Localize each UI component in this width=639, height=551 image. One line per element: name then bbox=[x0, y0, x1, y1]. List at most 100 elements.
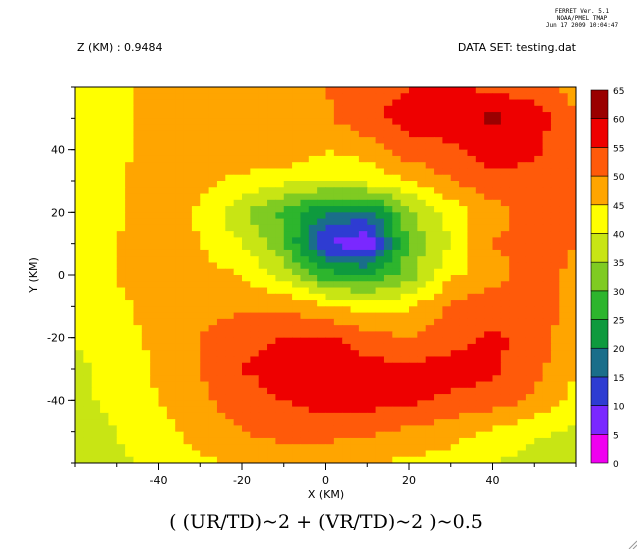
contour-cell bbox=[500, 375, 510, 383]
contour-cell bbox=[258, 199, 268, 207]
contour-cell bbox=[133, 293, 143, 301]
contour-cell bbox=[250, 237, 260, 245]
contour-cell bbox=[150, 306, 159, 314]
contour-cell bbox=[158, 118, 168, 126]
contour-cell bbox=[216, 87, 226, 94]
contour-cell bbox=[108, 406, 118, 414]
contour-cell bbox=[442, 356, 452, 364]
contour-cell bbox=[275, 362, 285, 370]
contour-cell bbox=[308, 174, 318, 182]
contour-cell bbox=[325, 224, 335, 232]
resize-grip-icon[interactable] bbox=[627, 539, 637, 549]
contour-cell bbox=[367, 168, 377, 176]
contour-cell bbox=[492, 118, 502, 126]
contour-cell bbox=[442, 112, 452, 119]
contour-cell bbox=[567, 337, 576, 345]
contour-cell bbox=[216, 412, 226, 420]
contour-cell bbox=[467, 406, 477, 414]
contour-cell bbox=[358, 331, 368, 339]
contour-cell bbox=[225, 362, 235, 370]
contour-cell bbox=[283, 318, 293, 326]
contour-cell bbox=[292, 343, 301, 351]
contour-cell bbox=[442, 218, 452, 226]
contour-cell bbox=[191, 456, 201, 463]
contour-cell bbox=[450, 187, 460, 195]
contour-cell bbox=[467, 437, 477, 445]
contour-cell bbox=[484, 375, 493, 383]
contour-cell bbox=[409, 174, 418, 182]
contour-cell bbox=[208, 293, 218, 301]
contour-cell bbox=[208, 375, 218, 383]
contour-cell bbox=[275, 456, 285, 463]
contour-cell bbox=[434, 99, 443, 107]
contour-cell bbox=[484, 124, 493, 132]
contour-cell bbox=[166, 331, 176, 339]
contour-cell bbox=[350, 281, 360, 289]
contour-cell bbox=[509, 444, 519, 451]
contour-cell bbox=[250, 187, 260, 195]
contour-cell bbox=[300, 262, 310, 270]
contour-cell bbox=[559, 218, 569, 226]
contour-cell bbox=[417, 412, 427, 420]
contour-cell bbox=[208, 362, 218, 370]
contour-cell bbox=[484, 193, 493, 201]
contour-cell bbox=[559, 425, 569, 433]
contour-cell bbox=[233, 375, 243, 383]
contour-cell bbox=[459, 456, 468, 463]
contour-cell bbox=[559, 249, 569, 257]
contour-cell bbox=[525, 343, 535, 351]
contour-cell bbox=[509, 212, 519, 220]
contour-cell bbox=[300, 444, 310, 451]
contour-cell bbox=[425, 318, 435, 326]
contour-cell bbox=[225, 193, 235, 201]
contour-cell bbox=[525, 406, 535, 414]
contour-cell bbox=[108, 149, 118, 157]
contour-cell bbox=[492, 337, 502, 345]
contour-cell bbox=[166, 281, 176, 289]
contour-cell bbox=[141, 419, 151, 426]
contour-cell bbox=[492, 231, 502, 238]
contour-cell bbox=[292, 456, 301, 463]
contour-cell bbox=[350, 350, 360, 357]
contour-cell bbox=[308, 287, 318, 295]
contour-cell bbox=[191, 425, 201, 433]
contour-cell bbox=[434, 281, 443, 289]
contour-cell bbox=[509, 206, 519, 213]
contour-cell bbox=[367, 118, 377, 126]
contour-cell bbox=[191, 118, 201, 126]
contour-cell bbox=[417, 130, 427, 138]
contour-cell bbox=[342, 181, 352, 188]
contour-cell bbox=[233, 262, 243, 270]
contour-cell bbox=[175, 193, 185, 201]
contour-cell bbox=[267, 112, 276, 119]
contour-cell bbox=[300, 437, 310, 445]
contour-cell bbox=[400, 356, 410, 364]
contour-cell bbox=[467, 293, 477, 301]
contour-cell bbox=[492, 187, 502, 195]
contour-cell bbox=[83, 275, 93, 282]
contour-cell bbox=[175, 231, 185, 238]
contour-cell bbox=[108, 300, 118, 307]
contour-cell bbox=[542, 206, 552, 213]
contour-cell bbox=[525, 444, 535, 451]
contour-cell bbox=[183, 262, 193, 270]
contour-cell bbox=[250, 256, 260, 263]
contour-cell bbox=[208, 93, 218, 101]
contour-cell bbox=[350, 181, 360, 188]
contour-cell bbox=[467, 312, 477, 320]
contour-cell bbox=[467, 431, 477, 439]
contour-cell bbox=[125, 275, 134, 282]
contour-cell bbox=[250, 337, 260, 345]
contour-cell bbox=[550, 375, 560, 383]
contour-cell bbox=[342, 275, 352, 282]
contour-cell bbox=[333, 431, 343, 439]
contour-cell bbox=[108, 199, 118, 207]
contour-cell bbox=[242, 193, 251, 201]
contour-cell bbox=[233, 218, 243, 226]
contour-cell bbox=[342, 155, 352, 163]
contour-cell bbox=[550, 343, 560, 351]
contour-cell bbox=[409, 112, 418, 119]
contour-cell bbox=[158, 325, 168, 332]
contour-cell bbox=[409, 431, 418, 439]
contour-cell bbox=[425, 155, 435, 163]
